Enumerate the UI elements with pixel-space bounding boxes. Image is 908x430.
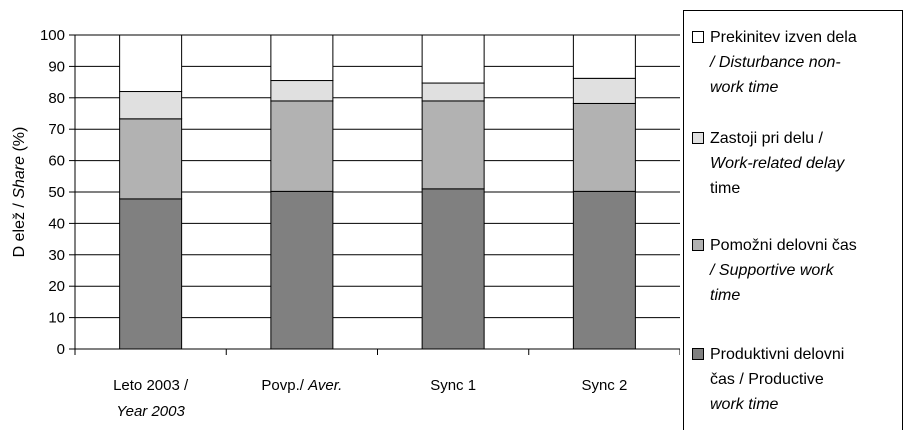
- x-category-label: Povp./ Aver.: [261, 377, 342, 394]
- y-tick-label: 60: [48, 153, 65, 170]
- legend-swatch-supportive: [692, 239, 704, 251]
- y-tick-label: 40: [48, 215, 65, 232]
- y-tick-label: 50: [48, 184, 65, 201]
- legend-swatch-delay: [692, 132, 704, 144]
- y-axis-title-part3: (%): [11, 127, 28, 156]
- legend-line: work time: [710, 396, 779, 413]
- y-tick-labels: 0 10 20 30 40 50 60 70 80 90 100: [40, 27, 65, 358]
- stacked-bar-chart: 0 10 20 30 40 50 60 70 80 90 100 Leto 2003 / Year 2…: [11, 27, 680, 420]
- y-tick-label: 70: [48, 121, 65, 138]
- x-category-label: Sync 1: [430, 377, 476, 394]
- bar-segment: [270, 190, 334, 350]
- bar-segment: [572, 77, 636, 104]
- bar-segment: [572, 102, 636, 192]
- legend-line: work time: [710, 79, 779, 96]
- x-category-label: Leto 2003 /: [113, 377, 189, 394]
- legend-line: čas / Productive: [710, 371, 824, 388]
- y-tick-label: 90: [48, 58, 65, 75]
- legend-line: / Supportive work: [710, 262, 834, 279]
- y-axis-title-part2: Share: [11, 156, 28, 199]
- legend: Prekinitev izven dela / Disturbance non-…: [683, 10, 903, 430]
- bar-segment: [119, 118, 183, 200]
- bar-segment: [270, 34, 334, 82]
- bar-segment: [421, 34, 485, 84]
- y-tick-label: 80: [48, 90, 65, 107]
- legend-line: time: [710, 180, 741, 197]
- y-tick-label: 20: [48, 278, 65, 295]
- y-tick-label: 0: [57, 341, 65, 358]
- legend-swatch-disturbance: [692, 31, 704, 43]
- legend-line: Prekinitev izven dela: [710, 29, 857, 46]
- axes: [69, 34, 680, 355]
- y-axis-title: D elež / Share (%): [11, 127, 28, 258]
- y-tick-label: 10: [48, 310, 65, 327]
- y-tick-label: 100: [40, 27, 65, 44]
- y-tick-label: 30: [48, 247, 65, 264]
- legend-line: Zastoji pri delu /: [710, 130, 823, 147]
- bar-segment: [119, 198, 183, 350]
- legend-line: / Disturbance non-: [710, 54, 841, 71]
- y-axis-title-part1: D elež /: [11, 199, 28, 258]
- bar-segment: [119, 91, 183, 120]
- x-category-labels: Leto 2003 / Year 2003 Povp./ Aver. Sync 1 Sy…: [113, 377, 627, 420]
- bar-segment: [270, 80, 334, 102]
- x-category-label-line2: Year 2003: [116, 403, 185, 420]
- legend-line: Pomožni delovni čas: [710, 237, 857, 254]
- bar-segment: [421, 188, 485, 350]
- legend-line: time: [710, 287, 741, 304]
- bar-segment: [270, 100, 334, 192]
- bars: [119, 34, 636, 350]
- legend-swatch-productive: [692, 348, 704, 360]
- bar-segment: [421, 100, 485, 190]
- bar-segment: [572, 190, 636, 350]
- x-category-label: Sync 2: [581, 377, 627, 394]
- bar-segment: [119, 34, 183, 93]
- legend-line: Work-related delay: [710, 155, 845, 172]
- bar-segment: [421, 82, 485, 102]
- legend-line: Produktivni delovni: [710, 346, 845, 363]
- bar-segment: [572, 34, 636, 79]
